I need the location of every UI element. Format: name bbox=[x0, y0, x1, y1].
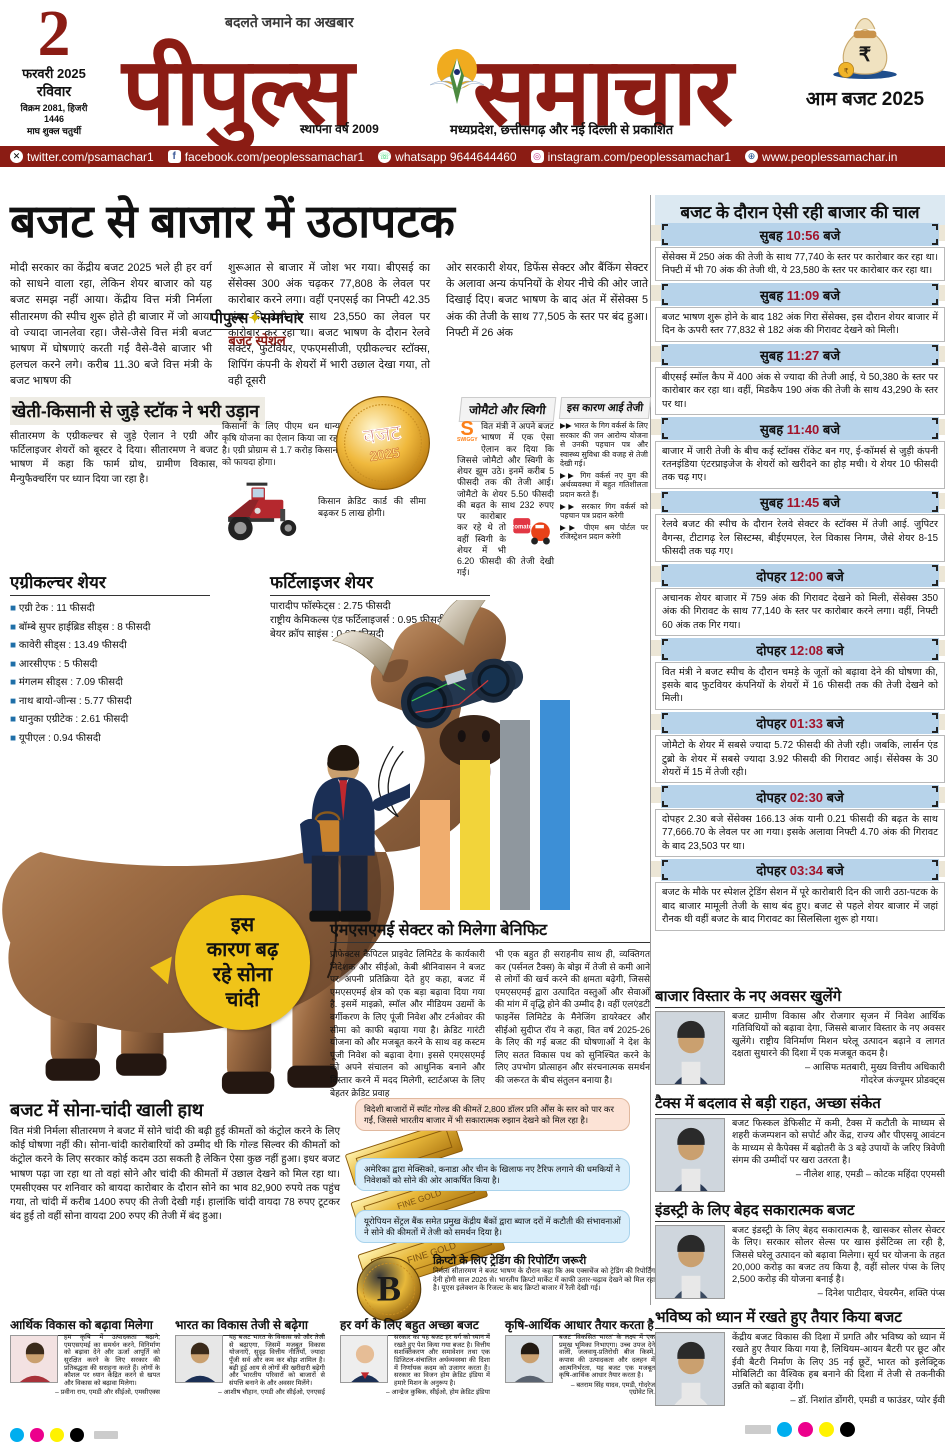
svg-text:₹: ₹ bbox=[859, 44, 872, 66]
svg-text:₹: ₹ bbox=[844, 67, 849, 76]
svg-text:B: B bbox=[377, 1268, 401, 1308]
svg-text:zomato: zomato bbox=[511, 524, 532, 530]
